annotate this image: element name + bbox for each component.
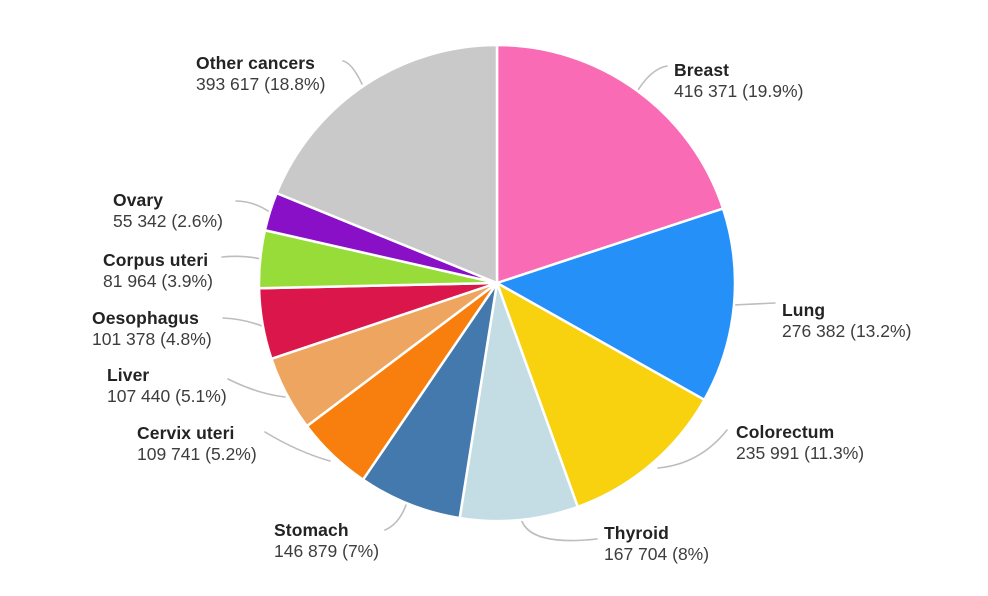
leader-line-breast [634, 65, 668, 96]
label-corpus-uteri: Corpus uteri 81 964 (3.9%) [103, 250, 213, 292]
label-name-other-cancers: Other cancers [196, 53, 315, 73]
label-name-lung: Lung [782, 300, 826, 320]
pie-slice-breast [495, 43, 725, 285]
label-name-breast: Breast [674, 60, 730, 80]
label-value-ovary: 55 342 (2.6%) [113, 211, 223, 231]
label-value-lung: 276 382 (13.2%) [782, 321, 912, 341]
leader-line-other-cancers [342, 60, 363, 85]
label-lung: Lung 276 382 (13.2%) [782, 300, 911, 342]
label-breast: Breast 416 371 (19.9%) [674, 60, 803, 102]
label-name-oesophagus: Oesophagus [92, 308, 199, 328]
label-value-stomach: 146 879 (7%) [274, 541, 380, 561]
label-stomach: Stomach 146 879 (7%) [274, 520, 379, 562]
label-name-cervix-uteri: Cervix uteri [137, 423, 235, 443]
leader-line-thyroid [519, 513, 598, 542]
leader-line-oesophagus [222, 317, 263, 327]
label-name-colorectum: Colorectum [736, 422, 835, 442]
label-value-other-cancers: 393 617 (18.8%) [196, 74, 326, 94]
label-name-ovary: Ovary [113, 190, 164, 210]
label-value-thyroid: 167 704 (8%) [604, 544, 710, 564]
leader-line-corpus-uteri [221, 255, 262, 260]
pie-slice-stomach [361, 281, 499, 520]
label-ovary: Ovary 55 342 (2.6%) [113, 190, 223, 232]
label-cervix-uteri: Cervix uteri 109 741 (5.2%) [137, 423, 257, 465]
pie-slice-colorectum [495, 281, 706, 509]
label-value-breast: 416 371 (19.9%) [674, 81, 804, 101]
label-other-cancers: Other cancers 393 617 (18.8%) [196, 53, 325, 95]
label-value-colorectum: 235 991 (11.3%) [736, 443, 865, 463]
leader-line-cervix-uteri [264, 431, 331, 462]
leader-line-lung [732, 302, 776, 306]
leader-line-colorectum [657, 429, 728, 469]
label-oesophagus: Oesophagus 101 378 (4.8%) [92, 308, 212, 350]
leader-line-ovary [235, 200, 272, 214]
label-thyroid: Thyroid 167 704 (8%) [604, 523, 709, 565]
label-value-cervix-uteri: 109 741 (5.2%) [137, 444, 257, 464]
pie-slice-other-cancers [275, 43, 499, 285]
pie-slice-lung [495, 207, 737, 402]
label-name-thyroid: Thyroid [604, 523, 669, 543]
pie-slice-thyroid [458, 281, 580, 523]
label-name-liver: Liver [107, 365, 150, 385]
label-value-oesophagus: 101 378 (4.8%) [92, 329, 212, 349]
label-liver: Liver 107 440 (5.1%) [107, 365, 227, 407]
label-colorectum: Colorectum 235 991 (11.3%) [736, 422, 864, 464]
label-value-liver: 107 440 (5.1%) [107, 386, 227, 406]
leader-line-liver [227, 378, 286, 398]
label-value-corpus-uteri: 81 964 (3.9%) [103, 271, 213, 291]
leader-line-stomach [384, 504, 407, 531]
label-name-stomach: Stomach [274, 520, 349, 540]
label-name-corpus-uteri: Corpus uteri [103, 250, 209, 270]
